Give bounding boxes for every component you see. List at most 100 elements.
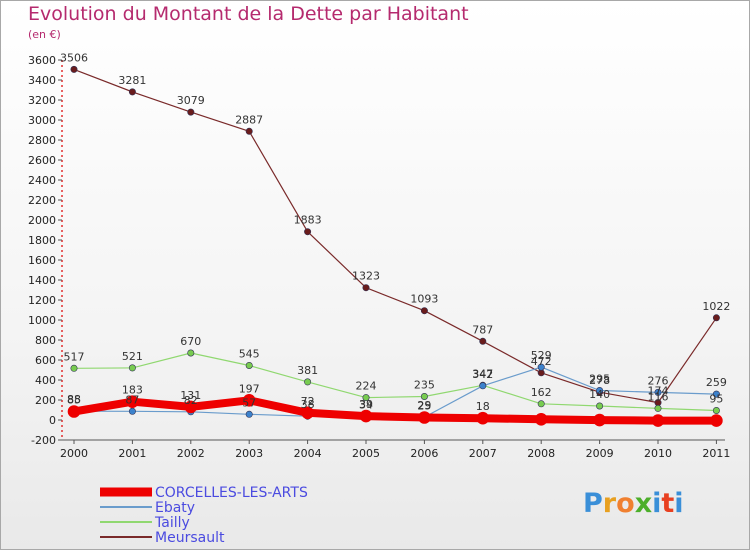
data-label-corcelles-les-arts: 85 bbox=[67, 394, 81, 407]
data-point-meursault bbox=[128, 88, 136, 96]
data-label-meursault: 1883 bbox=[294, 214, 322, 227]
y-tick-label: 1000 bbox=[28, 314, 56, 327]
series-group bbox=[67, 65, 723, 427]
data-point-corcelles-les-arts bbox=[476, 411, 490, 425]
y-tick-label: 2200 bbox=[28, 194, 56, 207]
data-label-tailly: 670 bbox=[180, 335, 201, 348]
proxiti-logo: Proxiti bbox=[583, 488, 684, 519]
series-line-meursault bbox=[73, 68, 718, 404]
data-label-meursault: 1022 bbox=[702, 300, 730, 313]
data-point-meursault bbox=[245, 127, 253, 135]
y-tick-label: 3000 bbox=[28, 114, 56, 127]
data-point-corcelles-les-arts bbox=[534, 412, 548, 426]
data-point-corcelles-les-arts bbox=[126, 395, 139, 409]
data-point-tailly bbox=[596, 402, 604, 410]
data-label-corcelles-les-arts: 197 bbox=[239, 382, 260, 395]
x-tick-label: 2011 bbox=[702, 447, 730, 460]
data-point-tailly bbox=[187, 349, 195, 357]
data-point-corcelles-les-arts bbox=[184, 400, 198, 414]
y-tick-label: 0 bbox=[49, 414, 56, 427]
data-label-tailly: 162 bbox=[531, 386, 552, 399]
data-label-meursault: 787 bbox=[472, 323, 493, 336]
x-tick-label: 2010 bbox=[644, 447, 672, 460]
logo-letter: P bbox=[583, 488, 603, 519]
x-tick-label: 2001 bbox=[118, 447, 146, 460]
data-label-ebaty: 529 bbox=[531, 349, 552, 362]
y-tick-label: 600 bbox=[35, 354, 56, 367]
data-label-tailly: 140 bbox=[589, 388, 610, 401]
data-label-meursault: 472 bbox=[531, 355, 552, 368]
y-tick-label: 2600 bbox=[28, 154, 56, 167]
data-point-corcelles-les-arts bbox=[593, 413, 606, 427]
data-point-ebaty bbox=[654, 388, 662, 396]
data-point-ebaty bbox=[245, 410, 253, 418]
data-point-meursault bbox=[712, 314, 720, 322]
y-tick-label: 1600 bbox=[28, 254, 56, 267]
series-line-ebaty bbox=[73, 366, 718, 418]
logo-letter: i bbox=[652, 488, 662, 519]
data-label-ebaty: 29 bbox=[417, 399, 431, 412]
data-label-ebaty: 34 bbox=[359, 399, 373, 412]
data-label-meursault: 3281 bbox=[118, 74, 146, 87]
y-tick-label: 3600 bbox=[28, 54, 56, 67]
data-label-ebaty: 88 bbox=[67, 393, 81, 406]
data-label-ebaty: 342 bbox=[472, 368, 493, 381]
y-tick-label: 3400 bbox=[28, 74, 56, 87]
data-point-tailly bbox=[70, 364, 78, 372]
data-label-corcelles-les-arts: 131 bbox=[180, 389, 201, 402]
data-label-corcelles-les-arts: 183 bbox=[122, 384, 143, 397]
data-label-meursault: 278 bbox=[589, 374, 610, 387]
data-point-tailly bbox=[712, 406, 720, 414]
data-label-tailly: 95 bbox=[709, 393, 723, 406]
data-label-ebaty: 57 bbox=[242, 396, 256, 409]
y-tick-label: 1800 bbox=[28, 234, 56, 247]
x-tick-label: 2004 bbox=[294, 447, 322, 460]
logo-letter: t bbox=[661, 488, 675, 519]
chart-unit: (en €) bbox=[28, 28, 61, 41]
data-label-meursault: 3079 bbox=[177, 94, 205, 107]
logo-letter: x bbox=[634, 488, 653, 519]
logo-letter: r bbox=[602, 488, 617, 519]
x-tick-label: 2003 bbox=[235, 447, 263, 460]
data-label-ebaty: 295 bbox=[589, 373, 610, 386]
legend-label-tailly: Tailly bbox=[154, 515, 190, 531]
legend-label-corcelles-les-arts: CORCELLES-LES-ARTS bbox=[155, 485, 308, 501]
data-label-tailly: 224 bbox=[356, 380, 377, 393]
data-label-tailly: 517 bbox=[64, 350, 85, 363]
y-tick-label: -200 bbox=[31, 434, 56, 447]
series-line-tailly bbox=[73, 352, 718, 412]
data-point-meursault bbox=[420, 307, 428, 315]
x-tick-label: 2000 bbox=[60, 447, 88, 460]
data-point-corcelles-les-arts bbox=[359, 409, 373, 423]
data-point-tailly bbox=[420, 392, 428, 400]
data-point-tailly bbox=[537, 400, 545, 408]
data-point-ebaty bbox=[537, 363, 545, 371]
x-tick-label: 2009 bbox=[586, 447, 614, 460]
data-point-corcelles-les-arts bbox=[67, 405, 81, 418]
data-point-tailly bbox=[128, 364, 136, 372]
data-point-corcelles-les-arts bbox=[651, 414, 665, 427]
data-label-tailly: 521 bbox=[122, 350, 143, 363]
data-label-meursault: 2887 bbox=[235, 113, 263, 126]
data-label-tailly: 347 bbox=[472, 367, 493, 380]
y-tick-label: 1400 bbox=[28, 274, 56, 287]
data-point-corcelles-les-arts bbox=[418, 411, 431, 424]
data-point-corcelles-les-arts bbox=[301, 406, 314, 420]
data-point-ebaty bbox=[712, 390, 720, 398]
data-point-tailly bbox=[362, 394, 370, 402]
data-point-ebaty bbox=[596, 386, 604, 394]
x-tick-label: 2007 bbox=[469, 447, 497, 460]
x-tick-label: 2006 bbox=[410, 447, 438, 460]
data-label-tailly: 116 bbox=[648, 390, 669, 403]
data-label-ebaty: 38 bbox=[301, 398, 315, 411]
y-tick-label: 2800 bbox=[28, 134, 56, 147]
chart-title: Evolution du Montant de la Dette par Hab… bbox=[28, 3, 469, 25]
data-point-meursault bbox=[362, 284, 370, 292]
data-labels: 3506 3281 3079 2887 1883 1323 1093 787 472 278 174… bbox=[60, 51, 730, 413]
data-point-ebaty bbox=[128, 407, 136, 415]
y-tick-label: 800 bbox=[35, 334, 56, 347]
data-label-meursault: 3506 bbox=[60, 51, 88, 64]
logo-letter: i bbox=[674, 488, 684, 519]
